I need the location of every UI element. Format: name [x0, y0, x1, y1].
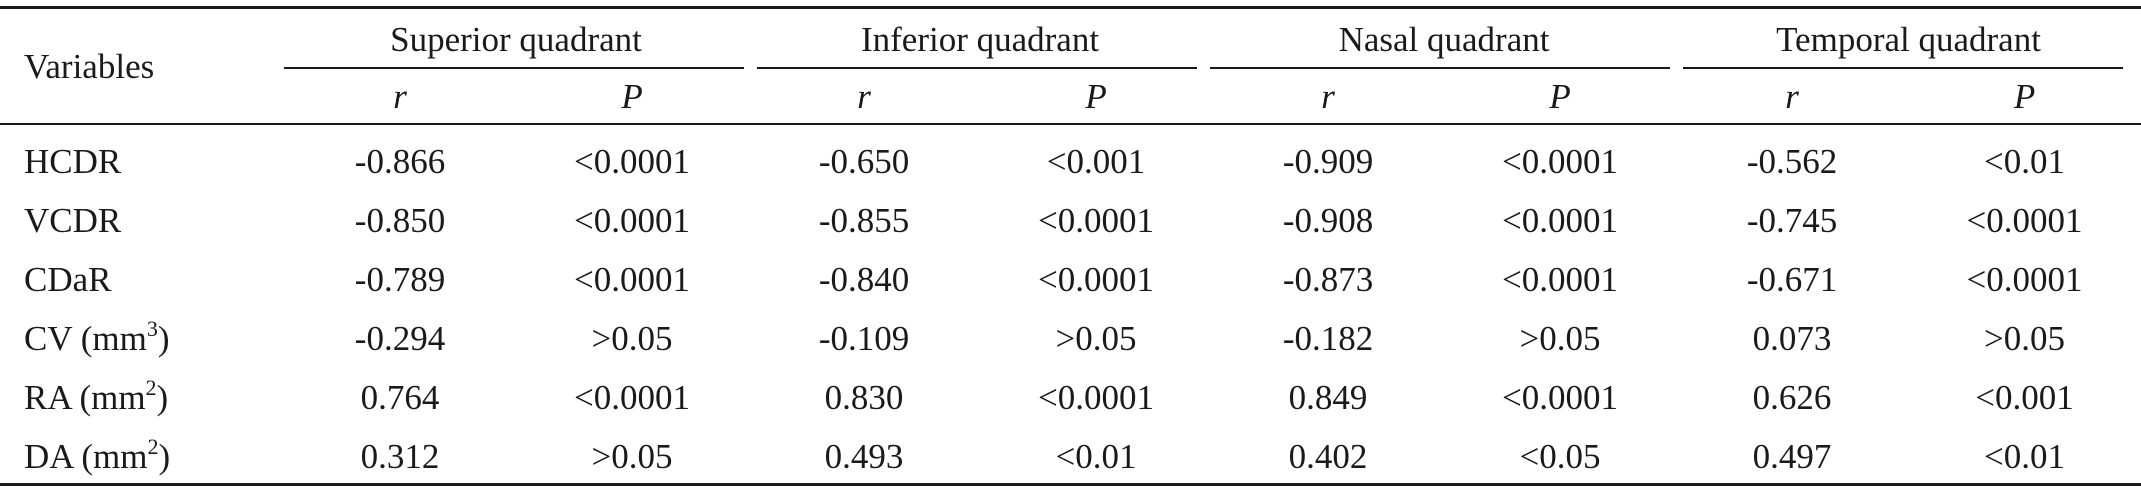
- r-value-cell: -0.745: [1746, 200, 1838, 240]
- group-header-inferior: Inferior quadrant: [860, 20, 1100, 59]
- r-value-cell: -0.850: [354, 200, 446, 240]
- table-body: HCDR -0.866 <0.0001 -0.650 <0.001 -0.909 <0.00…: [0, 124, 2141, 486]
- group-header-superior: Superior quadrant: [390, 20, 642, 59]
- p-value-cell: <0.0001: [574, 141, 690, 181]
- table-bottom-rule: [0, 483, 2141, 486]
- table-row: DA (mm2) 0.312 >0.05 0.493 <0.01 0.402 <0.05 0.…: [0, 427, 2141, 486]
- p-value-cell: <0.0001: [1038, 377, 1155, 417]
- subheader-r: r: [857, 77, 871, 116]
- variable-cell: DA (mm2): [0, 427, 284, 486]
- table-top-rule: [0, 6, 2141, 9]
- variable-cell: HCDR: [0, 132, 284, 191]
- p-value-cell: <0.0001: [1502, 141, 1619, 181]
- table-row: RA (mm2) 0.764 <0.0001 0.830 <0.0001 0.849 <0.…: [0, 368, 2141, 427]
- p-value-cell: <0.0001: [1038, 200, 1155, 240]
- p-value-cell: <0.001: [1046, 141, 1146, 181]
- r-value-cell: 0.830: [824, 377, 904, 417]
- variable-cell: RA (mm2): [0, 368, 284, 427]
- r-value-cell: 0.764: [360, 377, 440, 417]
- header-row-groups: Variables Superior quadrant Inferior qua…: [0, 10, 2141, 86]
- r-value-cell: 0.493: [824, 436, 904, 476]
- variable-name: RA (mm: [24, 377, 146, 417]
- r-value-cell: -0.866: [354, 141, 446, 181]
- group-rule-temporal: [1683, 67, 2123, 69]
- variable-name: CV (mm: [24, 318, 147, 358]
- variables-header: Variables: [24, 47, 155, 86]
- subheader-p: P: [2013, 77, 2036, 116]
- p-value-cell: >0.05: [591, 436, 673, 476]
- header-bottom-rule: [0, 123, 2141, 125]
- variable-name: HCDR: [24, 141, 122, 181]
- r-value-cell: -0.182: [1282, 318, 1374, 358]
- p-value-cell: <0.0001: [1966, 259, 2083, 299]
- r-value-cell: 0.073: [1752, 318, 1832, 358]
- variable-cell: VCDR: [0, 191, 284, 250]
- p-value-cell: <0.01: [1055, 436, 1137, 476]
- r-value-cell: -0.294: [354, 318, 446, 358]
- unit-exponent: 3: [146, 315, 158, 341]
- group-header-temporal: Temporal quadrant: [1776, 20, 2041, 59]
- p-value-cell: <0.01: [1984, 141, 2066, 181]
- variable-cell: CDaR: [0, 250, 284, 309]
- group-rule-inferior: [757, 67, 1197, 69]
- header-row-stats: r P r P r P r P: [0, 70, 2141, 124]
- p-value-cell: <0.05: [1519, 436, 1601, 476]
- r-value-cell: -0.873: [1282, 259, 1374, 299]
- r-value-cell: 0.849: [1288, 377, 1368, 417]
- p-value-cell: <0.001: [1975, 377, 2074, 417]
- p-value-cell: <0.0001: [1502, 377, 1619, 417]
- r-value-cell: -0.909: [1282, 141, 1374, 181]
- group-rule-superior: [284, 67, 744, 69]
- p-value-cell: <0.0001: [574, 377, 690, 417]
- r-value-cell: -0.109: [818, 318, 910, 358]
- p-value-cell: <0.0001: [1038, 259, 1155, 299]
- table-row: CV (mm3) -0.294 >0.05 -0.109 >0.05 -0.182 >0.0…: [0, 309, 2141, 368]
- r-value-cell: -0.855: [818, 200, 910, 240]
- r-value-cell: -0.908: [1282, 200, 1374, 240]
- r-value-cell: 0.312: [360, 436, 440, 476]
- p-value-cell: <0.0001: [1502, 200, 1619, 240]
- p-value-cell: <0.0001: [574, 200, 690, 240]
- subheader-p: P: [1085, 77, 1107, 116]
- subheader-p: P: [621, 77, 643, 116]
- p-value-cell: <0.0001: [1966, 200, 2083, 240]
- correlation-table: Variables Superior quadrant Inferior qua…: [0, 10, 2141, 486]
- p-value-cell: >0.05: [1984, 318, 2066, 358]
- table-row: CDaR -0.789 <0.0001 -0.840 <0.0001 -0.873 <0.0…: [0, 250, 2141, 309]
- p-value-cell: <0.0001: [1502, 259, 1619, 299]
- variable-name: CDaR: [24, 259, 112, 299]
- unit-exponent: 2: [145, 374, 157, 400]
- r-value-cell: -0.650: [818, 141, 910, 181]
- p-value-cell: >0.05: [591, 318, 673, 358]
- r-value-cell: -0.840: [818, 259, 910, 299]
- r-value-cell: -0.562: [1746, 141, 1838, 181]
- table-spacer: [0, 124, 2141, 132]
- table-row: HCDR -0.866 <0.0001 -0.650 <0.001 -0.909 <0.00…: [0, 132, 2141, 191]
- unit-suffix: ): [157, 318, 170, 358]
- subheader-r: r: [1785, 77, 1799, 116]
- r-value-cell: 0.497: [1752, 436, 1832, 476]
- table-row: VCDR -0.850 <0.0001 -0.855 <0.0001 -0.908 <0.0…: [0, 191, 2141, 250]
- r-value-cell: 0.626: [1752, 377, 1832, 417]
- p-value-cell: >0.05: [1055, 318, 1137, 358]
- unit-exponent: 2: [147, 433, 159, 459]
- r-value-cell: -0.789: [354, 259, 446, 299]
- variable-name: DA (mm: [24, 436, 148, 476]
- subheader-p: P: [1549, 77, 1571, 116]
- r-value-cell: 0.402: [1288, 436, 1368, 476]
- group-header-nasal: Nasal quadrant: [1338, 20, 1550, 59]
- r-value-cell: -0.671: [1746, 259, 1838, 299]
- p-value-cell: <0.0001: [574, 259, 690, 299]
- p-value-cell: >0.05: [1519, 318, 1601, 358]
- variable-cell: CV (mm3): [0, 309, 284, 368]
- group-rule-nasal: [1210, 67, 1670, 69]
- subheader-r: r: [393, 77, 407, 116]
- subheader-r: r: [1321, 77, 1335, 116]
- unit-suffix: ): [156, 377, 169, 417]
- variable-name: VCDR: [24, 200, 122, 240]
- p-value-cell: <0.01: [1984, 436, 2066, 476]
- unit-suffix: ): [158, 436, 171, 476]
